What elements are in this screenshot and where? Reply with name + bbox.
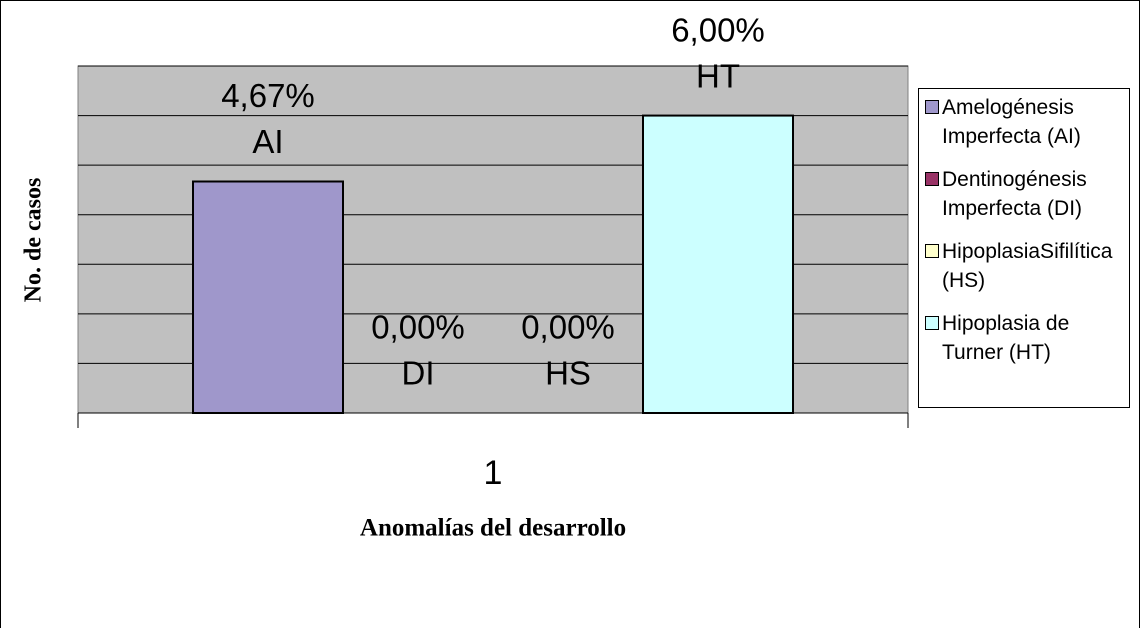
x-tick-label: 1 <box>484 454 503 492</box>
legend-swatch <box>925 172 939 186</box>
legend: Amelogénesis Imperfecta (AI) Dentinogénes… <box>918 88 1130 408</box>
legend-label: Dentinogénesis Imperfecta (DI) <box>942 168 1087 220</box>
data-label-name: HS <box>545 355 591 392</box>
legend-label: Hipoplasia de Turner (HT) <box>942 312 1070 364</box>
legend-item: Amelogénesis Imperfecta (AI) <box>925 93 1125 151</box>
data-label: 4,67% <box>221 77 315 114</box>
bar <box>642 114 794 414</box>
y-axis-title: No. de casos <box>21 178 47 303</box>
data-label: 6,00% <box>671 11 765 48</box>
x-axis-title: Anomalías del desarrollo <box>360 515 626 542</box>
legend-label: HipoplasiaSifilítica (HS) <box>942 240 1113 292</box>
data-label: 0,00% <box>371 309 465 346</box>
data-label-name: AI <box>252 123 283 160</box>
data-label: 0,00% <box>521 309 615 346</box>
bar <box>192 180 344 414</box>
legend-swatch <box>925 100 939 114</box>
legend-swatch <box>925 244 939 258</box>
data-label-name: DI <box>402 355 435 392</box>
data-label-name: HT <box>696 57 740 94</box>
legend-item: Hipoplasia de Turner (HT) <box>925 309 1125 367</box>
legend-item: Dentinogénesis Imperfecta (DI) <box>925 165 1125 223</box>
legend-item: HipoplasiaSifilítica (HS) <box>925 237 1125 295</box>
legend-label: Amelogénesis Imperfecta (AI) <box>942 96 1081 148</box>
legend-swatch <box>925 316 939 330</box>
